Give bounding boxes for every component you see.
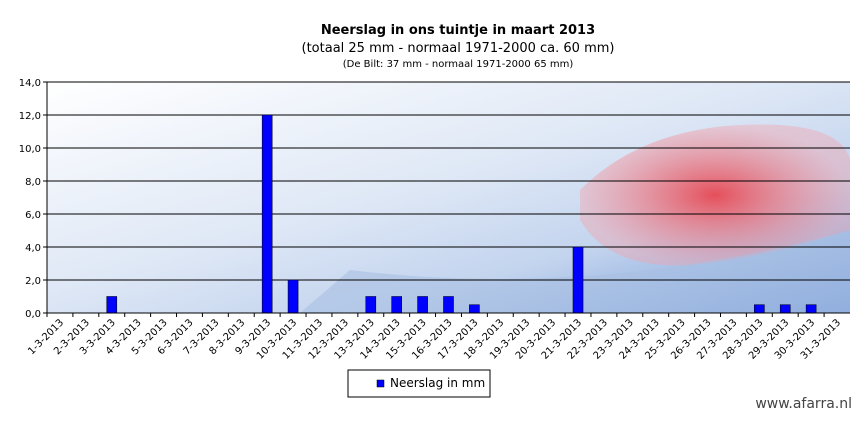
y-tick-label: 6,0 (25, 210, 41, 221)
bar (417, 296, 428, 314)
bar (754, 304, 765, 314)
legend-label: Neerslag in mm (390, 376, 485, 390)
bar (106, 296, 118, 314)
bar (391, 296, 402, 314)
bar (365, 296, 377, 314)
bar (469, 304, 480, 314)
bar (572, 246, 584, 314)
chart-subtitle: (totaal 25 mm - normaal 1971-2000 ca. 60… (302, 41, 615, 56)
watermark: www.afarra.nl (755, 396, 852, 412)
y-tick-label: 0,0 (25, 309, 41, 320)
bar (261, 114, 273, 314)
background-shape (300, 230, 850, 313)
bar (287, 279, 299, 314)
y-tick-label: 10,0 (19, 144, 41, 155)
y-tick-label: 4,0 (25, 243, 41, 254)
legend-swatch (376, 379, 385, 388)
bar (443, 296, 454, 314)
y-tick-label: 8,0 (25, 177, 41, 188)
y-tick-label: 14,0 (19, 78, 41, 89)
chart-title: Neerslag in ons tuintje in maart 2013 (321, 23, 595, 38)
y-tick-label: 2,0 (25, 276, 41, 287)
legend (347, 369, 491, 398)
y-tick-label: 12,0 (19, 111, 41, 122)
background-shape (580, 124, 850, 266)
chart-note: (De Bilt: 37 mm - normaal 1971-2000 65 m… (343, 59, 574, 70)
bar (779, 304, 791, 314)
bar (805, 304, 817, 314)
